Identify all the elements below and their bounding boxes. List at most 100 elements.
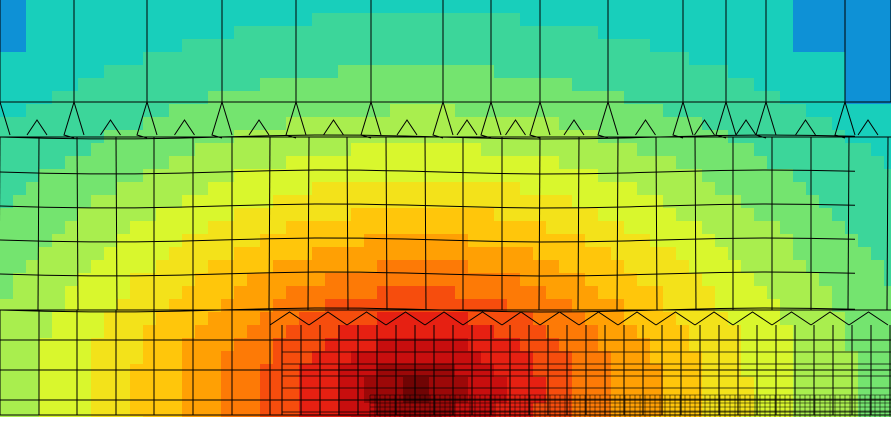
contour-cell	[65, 221, 130, 234]
contour-cell	[858, 403, 891, 416]
mesh-line-chevron	[73, 101, 85, 136]
contour-cell	[0, 91, 52, 104]
contour-cell	[832, 286, 891, 299]
contour-cell	[754, 273, 819, 286]
contour-cell	[273, 338, 325, 351]
contour-cell	[351, 351, 481, 364]
contour-cell	[156, 260, 208, 273]
contour-cell	[364, 234, 468, 247]
contour-cell	[741, 195, 819, 208]
contour-cell	[286, 286, 377, 299]
contour-cell	[312, 182, 520, 195]
contour-cell	[754, 143, 871, 156]
contour-cell	[793, 13, 891, 26]
mesh-line-chevron	[694, 119, 715, 136]
contour-cell	[520, 273, 585, 286]
contour-cell	[0, 65, 104, 78]
contour-cell	[247, 273, 325, 286]
contour-cell	[871, 247, 891, 260]
contour-cell	[26, 0, 793, 13]
contour-cell	[793, 234, 858, 247]
contour-cell	[702, 221, 780, 234]
contour-cell	[78, 78, 260, 91]
contour-cell	[780, 91, 845, 104]
contour-cell	[442, 416, 494, 417]
contour-cell	[845, 221, 891, 234]
contour-cell	[143, 325, 195, 338]
contour-cell	[208, 312, 260, 325]
contour-cell	[611, 416, 650, 417]
mesh-line-chevron	[732, 311, 773, 326]
contour-cell	[767, 286, 832, 299]
contour-cell	[455, 104, 663, 117]
contour-cell	[702, 273, 754, 286]
contour-cell	[260, 78, 572, 91]
contour-cell	[637, 182, 715, 195]
contour-cell	[728, 247, 793, 260]
contour-cell	[299, 390, 338, 403]
contour-cell	[520, 13, 793, 26]
contour-cell	[130, 403, 182, 416]
mesh-line-chevron	[539, 101, 551, 136]
contour-cell	[403, 377, 429, 390]
contour-cell	[39, 169, 143, 182]
contour-cell	[52, 234, 117, 247]
contour-cell	[39, 390, 91, 403]
contour-cell	[39, 247, 104, 260]
contour-cell	[325, 273, 520, 286]
contour-cell	[572, 78, 754, 91]
contour-cell	[130, 377, 182, 390]
contour-cell	[611, 247, 676, 260]
contour-cell	[91, 416, 143, 417]
contour-cell	[572, 299, 624, 312]
contour-cell	[234, 247, 312, 260]
contour-cell	[455, 403, 494, 416]
mesh-line-chevron	[501, 311, 541, 326]
contour-cell	[377, 338, 468, 351]
mesh-line-chevron	[462, 311, 503, 326]
contour-cell	[221, 351, 273, 364]
contour-cell	[221, 390, 260, 403]
contour-cell	[611, 351, 650, 364]
contour-cell	[793, 377, 858, 390]
contour-cell	[845, 338, 891, 351]
contour-cell	[793, 169, 891, 182]
contour-cell	[663, 377, 702, 390]
contour-cell	[715, 286, 767, 299]
contour-cell	[832, 208, 891, 221]
contour-cell	[793, 247, 871, 260]
contour-cell	[325, 338, 377, 351]
contour-cell	[494, 208, 598, 221]
contour-cell	[208, 260, 273, 273]
contour-cell	[494, 325, 546, 338]
contour-cell	[481, 351, 533, 364]
contour-cell	[559, 117, 702, 130]
contour-cell	[598, 325, 637, 338]
mesh-line-chevron	[248, 119, 270, 136]
contour-cell	[0, 156, 65, 169]
contour-cell	[793, 39, 891, 52]
mesh-line-vertical	[847, 136, 850, 311]
contour-cell	[598, 208, 676, 221]
contour-cell	[26, 13, 312, 26]
contour-cell	[143, 52, 689, 65]
contour-cell	[845, 52, 891, 65]
contour-cell	[754, 377, 793, 390]
contour-cell	[221, 416, 260, 417]
contour-cell	[0, 0, 26, 13]
mesh-line-vertical	[577, 136, 580, 311]
contour-cell	[533, 403, 572, 416]
contour-cell	[221, 403, 260, 416]
contour-cell	[767, 156, 884, 169]
contour-cell	[0, 104, 26, 117]
contour-cell	[0, 39, 26, 52]
contour-cell	[546, 286, 598, 299]
contour-cell	[39, 338, 91, 351]
mesh-line-chevron	[725, 101, 737, 136]
mesh-line-horizontal	[0, 237, 856, 243]
contour-cell	[52, 91, 208, 104]
contour-cell	[455, 286, 546, 299]
mesh-line-chevron	[578, 311, 619, 326]
